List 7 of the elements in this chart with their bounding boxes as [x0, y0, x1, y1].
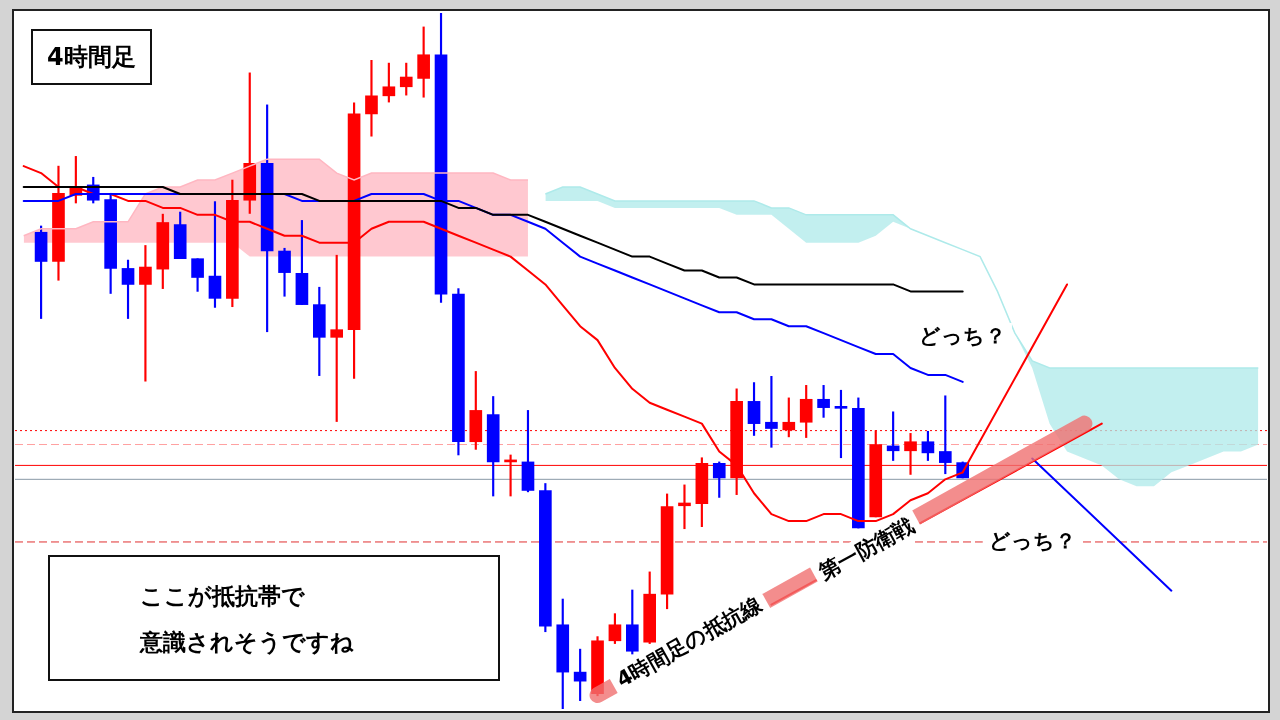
series-label: どっち？ — [918, 324, 1006, 349]
text: 第一防衛戦 — [813, 513, 919, 585]
text: 4時間足の抵抗線 — [612, 591, 768, 693]
text: 4時間足 — [31, 29, 152, 85]
series-label: どっち？ — [988, 528, 1076, 553]
annotation: 意識されそうですね — [140, 628, 354, 657]
annotation: ここが抵抗帯で — [140, 582, 305, 611]
